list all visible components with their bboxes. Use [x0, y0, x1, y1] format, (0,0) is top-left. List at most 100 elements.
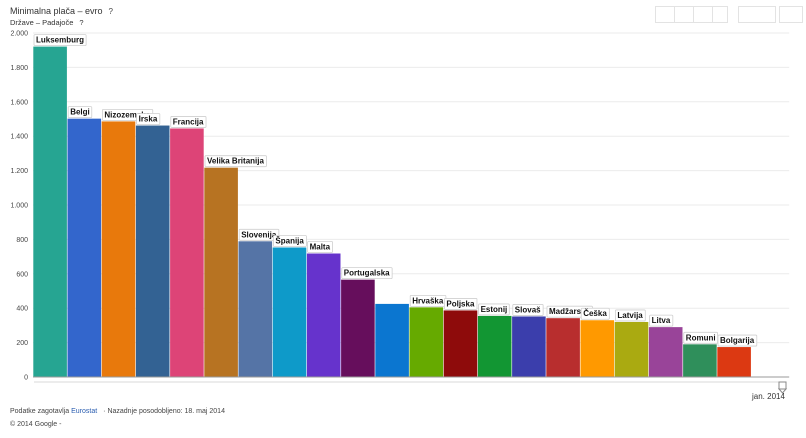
bar-label-text: Litva	[652, 316, 671, 325]
y-tick-label: 1.800	[10, 65, 28, 72]
bar-label-text: Portugalska	[344, 269, 390, 278]
bar-label-text: Luksemburg	[36, 36, 84, 45]
bar-label-text: Hrvaška	[412, 296, 444, 305]
bar-label-box	[238, 228, 280, 241]
bar-label-text: Češka	[583, 309, 607, 318]
bar-label-box	[580, 307, 610, 320]
bar-label: Litva	[649, 314, 674, 327]
timeline-label: jan. 2014	[752, 392, 785, 401]
toolbar-button-5[interactable]	[738, 6, 776, 23]
bar-label-box	[307, 241, 334, 253]
bar-španija[interactable]	[272, 247, 307, 377]
bar-label-text: Slovaš	[515, 305, 541, 314]
y-tick-label: 600	[16, 271, 28, 278]
bar-češka[interactable]	[580, 320, 615, 377]
y-tick-label: 0	[24, 375, 28, 382]
bar-label: Irska	[136, 113, 161, 125]
toolbar-button-4[interactable]	[712, 6, 728, 23]
bar-label: Malta	[307, 241, 334, 253]
bar-label: Luksemburg	[33, 34, 87, 46]
bar-label-text: Španija	[275, 236, 304, 245]
bar-bolgarija[interactable]	[717, 347, 751, 377]
bar-label: Hrvaška	[409, 294, 447, 307]
bar-portugalska[interactable]	[341, 279, 375, 377]
bar-velika-britanija[interactable]	[204, 167, 238, 377]
bar-label-text: Velika Britanija	[207, 157, 264, 166]
chart-title-text: Minimalna plača – evro	[10, 6, 103, 16]
bar-label-box	[204, 155, 267, 168]
bar-madžarska[interactable]	[546, 318, 580, 377]
toolbar-button-6[interactable]	[779, 6, 803, 23]
bar-latvija[interactable]	[614, 321, 649, 377]
source-line: Podatke zagotavlja Eurostat · Nazadnje p…	[10, 408, 225, 415]
bar-label-text: Malta	[310, 243, 331, 252]
bar-label-text: Romuni	[686, 333, 716, 342]
bar-estonija[interactable]	[477, 315, 512, 377]
bar-label: Slovenija	[238, 228, 280, 241]
y-tick-label: 1.600	[10, 99, 28, 106]
title-help-icon[interactable]: ?	[108, 7, 113, 16]
bar-irska[interactable]	[135, 125, 170, 377]
y-tick-label: 400	[16, 306, 28, 313]
bar-label-box	[717, 334, 758, 347]
bar-label-box	[512, 304, 544, 316]
bar-label-box	[478, 303, 510, 316]
bar-label: Portugalska	[341, 267, 393, 280]
bar-romunija[interactable]	[683, 344, 717, 377]
bar-label-box	[615, 309, 646, 322]
bar-slovenija[interactable]	[238, 241, 273, 377]
bar-malta[interactable]	[306, 253, 341, 377]
bar-belgija[interactable]	[67, 118, 102, 377]
subtitle-help-icon[interactable]: ?	[79, 18, 84, 27]
y-tick-label: 1.400	[10, 134, 28, 141]
y-tick-label: 800	[16, 237, 28, 244]
bar-label: Latvija	[615, 309, 646, 322]
y-tick-label: 2.000	[10, 31, 28, 38]
bar-label-text: Madžarska	[549, 307, 590, 316]
bar-label-text: Latvija	[617, 311, 643, 320]
bar-label-box	[341, 267, 393, 280]
bar-label-box	[67, 106, 93, 119]
bar-label-box	[649, 314, 674, 327]
y-tick-label: 200	[16, 340, 28, 347]
eurostat-link[interactable]: Eurostat	[71, 408, 98, 415]
bar-litva[interactable]	[648, 327, 683, 377]
bar-label: Slovaš	[512, 304, 544, 316]
bar-label: Bolgarija	[717, 334, 758, 347]
bar-label: Španija	[272, 235, 307, 247]
bar-label-box	[33, 34, 87, 46]
copyright: © 2014 Google -	[10, 421, 62, 428]
bar-label-text: Belgi	[70, 108, 90, 117]
bar-francija[interactable]	[170, 128, 204, 377]
bar-label-text: Poljska	[446, 299, 475, 308]
bar-label-text: Bolgarija	[720, 336, 755, 345]
bar-nizozemska[interactable]	[101, 121, 136, 378]
bar-label: Poljska	[443, 298, 478, 310]
bar-hrvaška[interactable]	[409, 307, 444, 377]
bar-label-text: Slovenija	[241, 230, 277, 239]
bar-label-box	[272, 235, 307, 247]
y-tick-label: 1.000	[10, 203, 28, 210]
bar-label: Romuni	[683, 331, 718, 344]
bars	[33, 46, 751, 378]
timeline-handle-icon[interactable]	[778, 381, 787, 390]
bar-label: Velika Britanija	[204, 155, 267, 168]
chart-title: Minimalna plača – evro?	[10, 6, 113, 16]
timeline-slider[interactable]	[34, 381, 788, 394]
bar-label-text: Estonij	[481, 305, 508, 314]
bar-label-box	[170, 116, 207, 128]
bar-luksemburg[interactable]	[33, 46, 67, 377]
last-updated: Nazadnje posodobljeno: 18. maj 2014	[107, 408, 225, 415]
bar-poljska[interactable]	[443, 310, 478, 377]
sort-order-text[interactable]: Države – Padajoče	[10, 18, 74, 27]
bar-label: Estonij	[478, 303, 510, 316]
bar-label: Češka	[580, 307, 610, 320]
bar-unlabeled[interactable]	[375, 303, 409, 377]
source-prefix: Podatke zagotavlja	[10, 408, 70, 415]
bar-label-box	[443, 298, 478, 310]
bar-slovaška[interactable]	[512, 316, 546, 377]
bar-label-box	[136, 113, 161, 125]
chart-subtitle: Države – Padajoče?	[10, 18, 84, 27]
bar-label: Belgi	[67, 106, 93, 119]
